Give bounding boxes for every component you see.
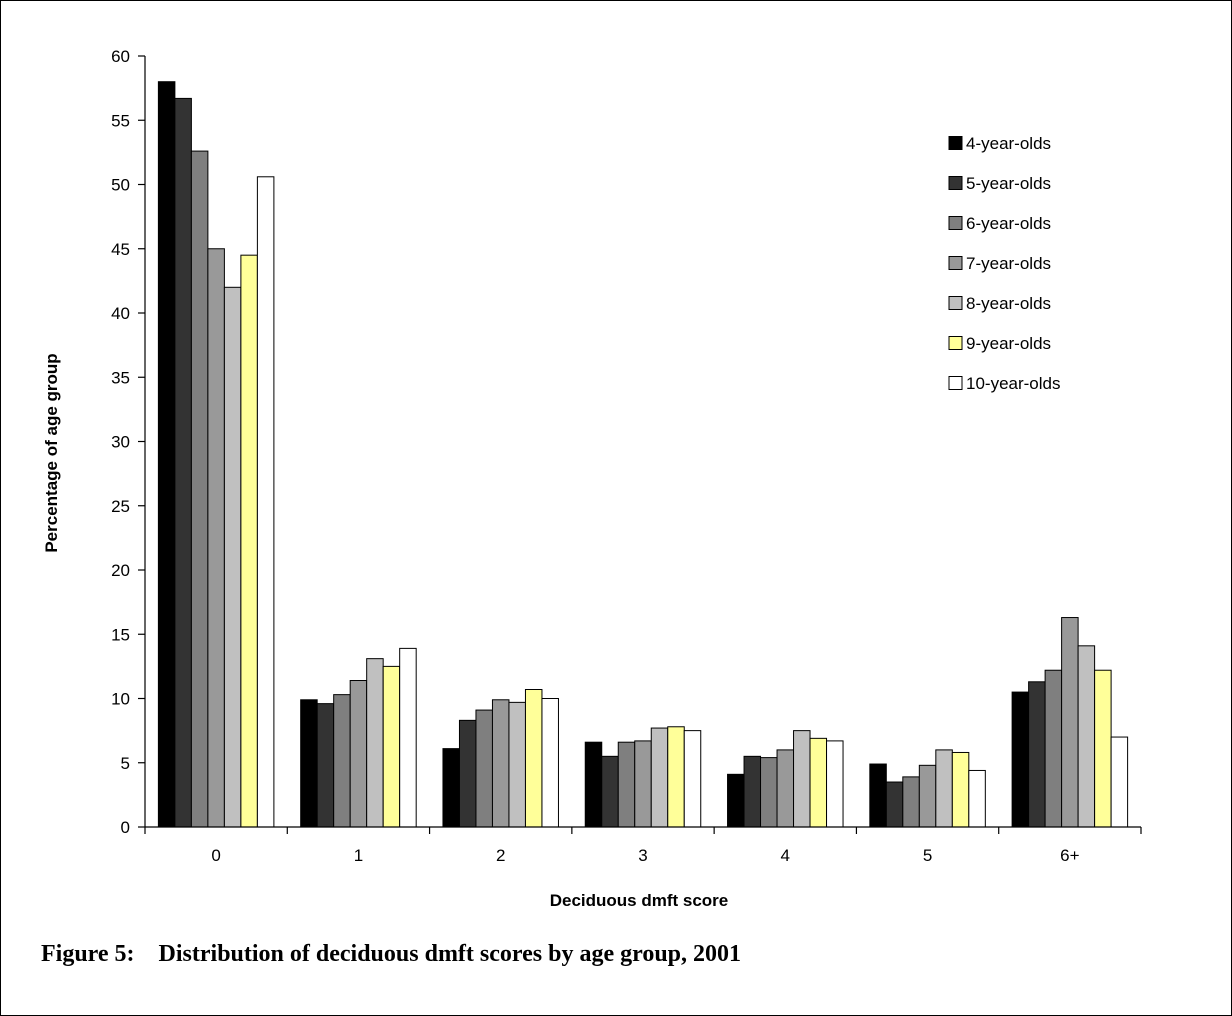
y-tick-label: 50 <box>111 176 130 195</box>
bar-5-year-olds-5 <box>885 781 904 828</box>
legend-swatch <box>948 256 963 270</box>
y-tick-label: 40 <box>111 304 130 323</box>
y-tick-label: 35 <box>111 368 130 387</box>
bar-6-year-olds-3 <box>617 741 636 828</box>
legend-label: 10-year-olds <box>966 374 1061 393</box>
bar-5-year-olds-6+ <box>1028 681 1046 828</box>
y-tick-label: 30 <box>111 433 130 452</box>
bar-6-year-olds-0 <box>190 150 209 828</box>
legend-swatch <box>948 136 963 150</box>
bar-7-year-olds-2 <box>491 699 510 828</box>
y-tick-label: 55 <box>111 111 130 130</box>
bar-9-year-olds-1 <box>382 665 401 828</box>
bar-9-year-olds-3 <box>667 726 685 828</box>
bar-7-year-olds-1 <box>349 680 368 828</box>
bar-9-year-olds-4 <box>809 737 828 828</box>
x-tick-label: 4 <box>781 846 790 865</box>
bar-8-year-olds-3 <box>650 727 669 828</box>
y-tick-label: 0 <box>121 818 130 837</box>
legend-label: 7-year-olds <box>966 254 1051 273</box>
bar-8-year-olds-4 <box>793 730 811 828</box>
figure-caption: Figure 5: Distribution of deciduous dmft… <box>41 941 742 967</box>
bar-4-year-olds-4 <box>727 773 745 828</box>
bar-9-year-olds-0 <box>240 254 258 828</box>
bar-4-year-olds-0 <box>157 81 176 828</box>
legend-label: 6-year-olds <box>966 214 1051 233</box>
legend-swatch <box>948 216 963 230</box>
bar-4-year-olds-6+ <box>1011 691 1030 828</box>
x-tick-label: 0 <box>211 846 220 865</box>
bar-4-year-olds-1 <box>300 699 318 828</box>
bar-7-year-olds-6+ <box>1061 617 1079 828</box>
bars-layer <box>157 81 1129 828</box>
bar-5-year-olds-3 <box>601 755 619 828</box>
bar-8-year-olds-5 <box>935 749 953 828</box>
bar-5-year-olds-2 <box>458 719 477 828</box>
bar-7-year-olds-3 <box>634 740 652 828</box>
y-axis-label: Percentage of age group <box>42 353 61 552</box>
y-tick-label: 5 <box>121 754 130 773</box>
x-tick-label: 5 <box>923 846 932 865</box>
bar-7-year-olds-0 <box>207 248 225 828</box>
bar-4-year-olds-3 <box>584 741 603 828</box>
bar-10-year-olds-1 <box>399 647 417 828</box>
x-axis-label: Deciduous dmft score <box>550 891 729 910</box>
bar-10-year-olds-2 <box>541 698 559 828</box>
bar-6-year-olds-1 <box>333 694 351 828</box>
bar-6-year-olds-6+ <box>1044 669 1063 828</box>
bar-5-year-olds-1 <box>316 703 335 828</box>
legend-label: 9-year-olds <box>966 334 1051 353</box>
bar-9-year-olds-5 <box>951 751 970 828</box>
bar-9-year-olds-6+ <box>1094 669 1112 828</box>
bar-6-year-olds-4 <box>760 757 778 828</box>
legend-swatch <box>948 376 963 390</box>
x-tick-label: 1 <box>354 846 363 865</box>
y-tick-label: 15 <box>111 625 130 644</box>
bar-6-year-olds-2 <box>475 709 493 828</box>
x-tick-label: 2 <box>496 846 505 865</box>
bar-10-year-olds-4 <box>826 740 844 828</box>
bar-10-year-olds-5 <box>968 769 986 828</box>
legend-label: 4-year-olds <box>966 134 1051 153</box>
legend-swatch <box>948 336 963 350</box>
x-tick-label: 6+ <box>1060 846 1079 865</box>
bar-8-year-olds-0 <box>223 286 242 828</box>
y-tick-label: 20 <box>111 561 130 580</box>
y-tick-label: 10 <box>111 690 130 709</box>
x-tick-label: 3 <box>638 846 647 865</box>
bar-4-year-olds-2 <box>442 748 460 828</box>
bar-7-year-olds-5 <box>918 764 937 828</box>
bar-4-year-olds-5 <box>869 763 887 828</box>
y-tick-label: 45 <box>111 240 130 259</box>
y-tick-label: 60 <box>111 47 130 66</box>
y-tick-label: 25 <box>111 497 130 516</box>
bar-8-year-olds-1 <box>366 658 384 828</box>
bar-8-year-olds-6+ <box>1077 645 1096 828</box>
bar-10-year-olds-6+ <box>1110 736 1129 828</box>
bar-10-year-olds-0 <box>256 176 275 828</box>
bar-5-year-olds-4 <box>743 755 762 828</box>
bar-7-year-olds-4 <box>776 749 795 828</box>
legend-swatch <box>948 296 963 310</box>
legend-swatch <box>948 176 963 190</box>
legend-label: 5-year-olds <box>966 174 1051 193</box>
legend: 4-year-olds 5-year-olds 6-year-olds 7-year-… <box>948 134 1061 393</box>
bar-8-year-olds-2 <box>508 701 526 828</box>
bar-10-year-olds-3 <box>683 730 702 828</box>
legend-label: 8-year-olds <box>966 294 1051 313</box>
bar-6-year-olds-5 <box>902 776 920 828</box>
bar-5-year-olds-0 <box>174 97 192 828</box>
bar-9-year-olds-2 <box>524 689 543 828</box>
